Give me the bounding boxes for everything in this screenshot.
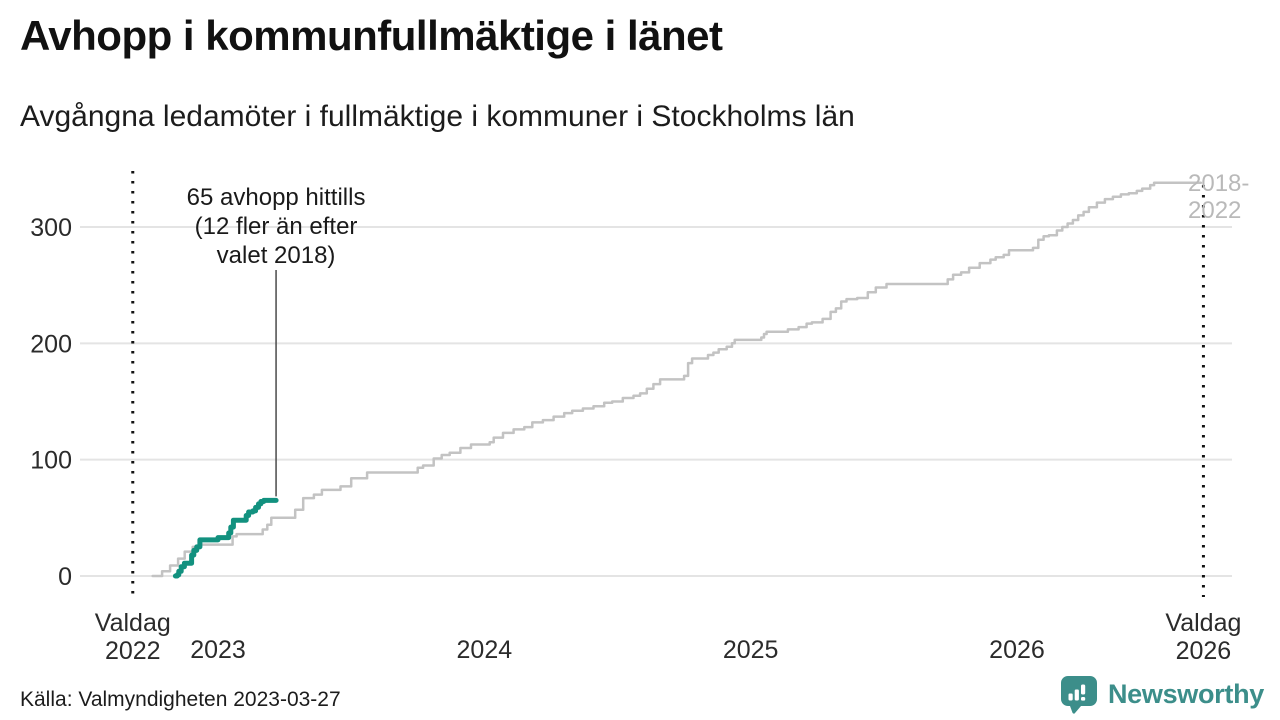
series-line-2018-2022 [151,181,1203,578]
series-end-label: 2018-2022 [1188,170,1249,224]
y-tick-label: 0 [58,563,72,591]
x-tick-label: 2024 [457,636,513,664]
valdag-label: Valdag [95,609,171,637]
y-axis-labels: 0 100 200 300 [30,214,72,591]
chart-subtitle: Avgångna ledamöter i fullmäktige i kommu… [20,100,855,133]
source-note: Källa: Valmyndigheten 2023-03-27 [20,688,341,711]
newsworthy-bubble-icon [1060,676,1097,714]
series-end-label-line: 2022 [1188,197,1241,224]
x-tick-label: 2026 [989,636,1045,664]
annotation-text-line: valet 2018) [217,242,336,269]
valdag-label: 2022 [105,637,161,665]
series-end-label-line: 2018- [1188,170,1249,197]
chart-title: Avhopp i kommunfullmäktige i länet [20,12,723,59]
annotation: 65 avhopp hittills(12 fler än eftervalet… [187,184,366,497]
valdag-label: 2026 [1176,637,1232,665]
x-tick-label: 2025 [723,636,779,664]
annotation-text-line: (12 fler än efter [195,213,358,240]
newsworthy-wordmark: Newsworthy [1107,678,1264,709]
y-tick-label: 100 [30,447,72,475]
newsworthy-logo: Newsworthy [1059,674,1264,714]
series-line-2022- [172,497,279,579]
annotation-text-line: 65 avhopp hittills [187,184,366,211]
x-axis-labels: 2023 2024 2025 2026 [190,636,1045,664]
x-tick-label: 2023 [190,636,246,664]
valdag-label: Valdag [1165,609,1241,637]
gridlines [80,226,1232,577]
y-tick-label: 200 [30,330,72,358]
y-tick-label: 300 [30,214,72,242]
